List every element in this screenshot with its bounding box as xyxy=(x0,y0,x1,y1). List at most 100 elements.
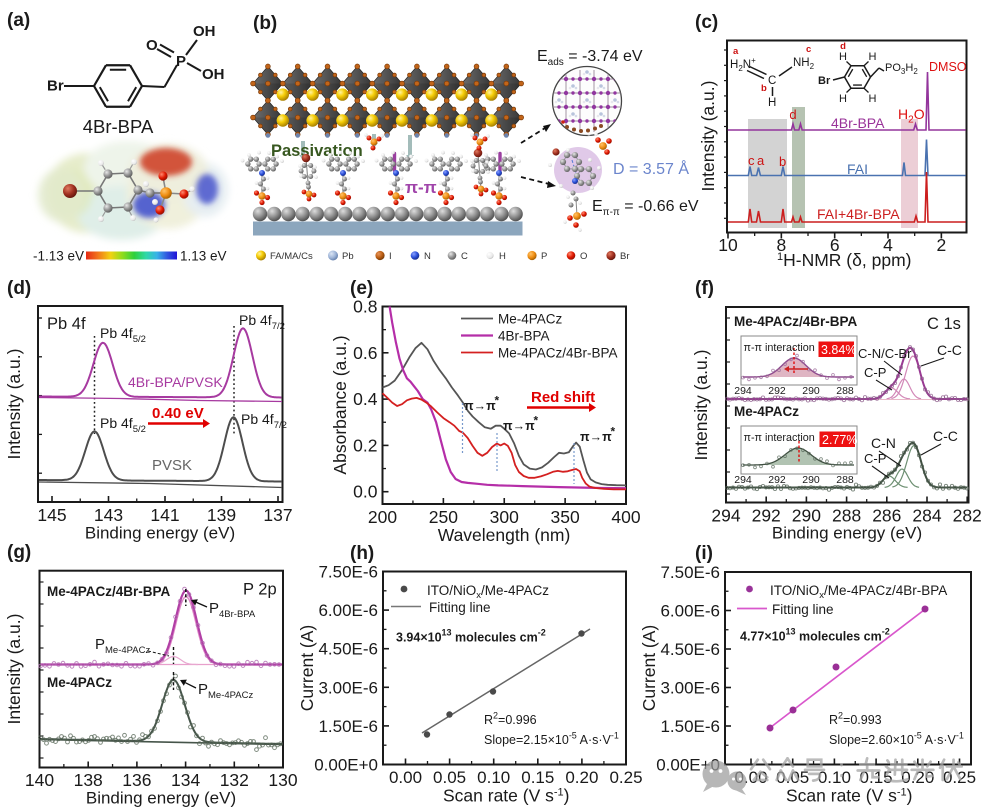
svg-text:OH: OH xyxy=(193,23,216,40)
svg-text:0.40 eV: 0.40 eV xyxy=(152,405,204,422)
svg-text:10: 10 xyxy=(718,235,738,255)
svg-text:286: 286 xyxy=(872,506,901,526)
svg-text:4Br-BPA: 4Br-BPA xyxy=(831,115,885,131)
svg-text:π-π: π-π xyxy=(405,178,437,197)
svg-text:145: 145 xyxy=(37,505,66,525)
svg-text:(g): (g) xyxy=(7,542,31,563)
svg-text:H: H xyxy=(869,93,877,105)
svg-text:Me-4PACz/4Br-BPA: Me-4PACz/4Br-BPA xyxy=(47,584,171,599)
svg-text:π-π interaction: π-π interaction xyxy=(744,342,815,354)
svg-text:*: * xyxy=(495,394,500,408)
svg-text:6.00E-6: 6.00E-6 xyxy=(318,601,378,620)
svg-text:b: b xyxy=(779,154,786,169)
svg-text:Intensity (a.u.): Intensity (a.u.) xyxy=(4,349,24,460)
svg-text:Me-4PACz/4Br-BPA: Me-4PACz/4Br-BPA xyxy=(498,346,618,361)
svg-text:7.50E-6: 7.50E-6 xyxy=(660,563,720,582)
svg-text:H: H xyxy=(839,93,847,105)
svg-text:H: H xyxy=(839,51,847,63)
svg-text:(h): (h) xyxy=(350,543,374,564)
svg-text:284: 284 xyxy=(912,506,941,526)
svg-text:PVSK: PVSK xyxy=(152,457,192,474)
svg-text:DMSO: DMSO xyxy=(929,60,967,74)
svg-text:π→π: π→π xyxy=(580,430,612,444)
svg-text:Fitting line: Fitting line xyxy=(429,600,491,615)
svg-text:R2=0.993: R2=0.993 xyxy=(829,711,882,728)
svg-text:c: c xyxy=(748,153,755,168)
svg-text:O: O xyxy=(146,37,158,54)
svg-text:294: 294 xyxy=(734,385,752,397)
svg-text:OH: OH xyxy=(202,66,225,83)
svg-text:ITO/NiOx/Me-4PACz: ITO/NiOx/Me-4PACz xyxy=(427,583,549,601)
svg-text:H2O: H2O xyxy=(898,106,925,126)
svg-text:Intensity (a.u.): Intensity (a.u.) xyxy=(691,350,711,461)
svg-text:3.00E-6: 3.00E-6 xyxy=(318,678,378,697)
svg-text:Br: Br xyxy=(47,78,64,95)
svg-text:292: 292 xyxy=(768,474,786,486)
svg-text:6: 6 xyxy=(830,235,840,255)
svg-text:PMe-4PACz: PMe-4PACz xyxy=(95,636,150,656)
svg-text:PMe-4PACz: PMe-4PACz xyxy=(198,681,253,701)
svg-text:3.84%: 3.84% xyxy=(821,343,856,357)
svg-text:Eπ-π = -0.66 eV: Eπ-π = -0.66 eV xyxy=(592,198,699,218)
svg-text:Intensity (a.u.): Intensity (a.u.) xyxy=(698,81,718,192)
svg-text:140: 140 xyxy=(25,770,54,790)
svg-text:137: 137 xyxy=(263,505,292,525)
svg-text:2: 2 xyxy=(936,235,946,255)
svg-text:200: 200 xyxy=(368,507,397,527)
svg-text:138: 138 xyxy=(74,770,103,790)
svg-text:(b): (b) xyxy=(253,13,277,34)
svg-text:1.13 eV: 1.13 eV xyxy=(180,249,227,264)
svg-text:288: 288 xyxy=(836,474,854,486)
svg-text:C-P: C-P xyxy=(864,365,886,380)
svg-text:Current (A): Current (A) xyxy=(639,625,659,712)
svg-text:6.00E-6: 6.00E-6 xyxy=(660,602,720,621)
svg-text:0.4: 0.4 xyxy=(353,389,378,409)
svg-text:C-N: C-N xyxy=(871,435,896,451)
svg-text:134: 134 xyxy=(171,770,200,790)
svg-text:139: 139 xyxy=(207,505,236,525)
svg-text:0.6: 0.6 xyxy=(353,343,377,363)
svg-text:a: a xyxy=(757,153,765,168)
svg-text:Binding energy (eV): Binding energy (eV) xyxy=(772,524,922,543)
svg-text:Slope=2.15×10-5 A·s·V-1: Slope=2.15×10-5 A·s·V-1 xyxy=(484,731,619,748)
svg-text:O: O xyxy=(580,251,587,262)
svg-text:P: P xyxy=(176,53,186,70)
svg-text:C: C xyxy=(461,251,468,262)
svg-text:4: 4 xyxy=(883,235,893,255)
svg-text:-1.13 eV: -1.13 eV xyxy=(33,249,84,264)
svg-text:4.77×1013 molecules cm-2: 4.77×1013 molecules cm-2 xyxy=(740,627,890,644)
svg-text:4Br-BPA: 4Br-BPA xyxy=(498,329,550,344)
svg-text:Scan rate (V s-1): Scan rate (V s-1) xyxy=(443,786,570,806)
svg-text:C-P: C-P xyxy=(864,451,886,466)
svg-text:Pb: Pb xyxy=(342,251,354,262)
svg-text:π-π interaction: π-π interaction xyxy=(744,432,815,444)
svg-text:2.77%: 2.77% xyxy=(822,433,857,447)
svg-text:P4Br-BPA: P4Br-BPA xyxy=(209,600,256,620)
svg-text:Current (A): Current (A) xyxy=(297,625,317,712)
svg-text:Me-4PACz: Me-4PACz xyxy=(498,312,563,327)
svg-text:D = 3.57 Å: D = 3.57 Å xyxy=(613,159,689,178)
svg-text:0.05: 0.05 xyxy=(776,768,809,787)
svg-text:294: 294 xyxy=(734,474,752,486)
svg-text:4Br-BPA/PVSK: 4Br-BPA/PVSK xyxy=(128,374,223,390)
svg-text:c: c xyxy=(806,44,811,55)
svg-text:288: 288 xyxy=(836,385,854,397)
svg-text:3.00E-6: 3.00E-6 xyxy=(660,679,720,698)
svg-text:0.20: 0.20 xyxy=(565,768,598,787)
svg-text:7.50E-6: 7.50E-6 xyxy=(318,563,378,582)
svg-text:H: H xyxy=(869,51,877,63)
svg-text:π→π: π→π xyxy=(464,399,496,413)
svg-text:0.25: 0.25 xyxy=(609,768,642,787)
svg-text:1.50E-6: 1.50E-6 xyxy=(660,717,720,736)
svg-text:a: a xyxy=(733,46,739,57)
svg-text:Scan rate (V s-1): Scan rate (V s-1) xyxy=(786,786,913,806)
svg-text:0.05: 0.05 xyxy=(433,768,466,787)
svg-text:N: N xyxy=(424,251,431,262)
svg-text:H: H xyxy=(499,251,506,262)
svg-text:*: * xyxy=(611,425,616,439)
svg-text:C: C xyxy=(768,75,776,87)
svg-text:C-C: C-C xyxy=(937,342,962,358)
svg-text:C-N/C-Br: C-N/C-Br xyxy=(858,346,912,361)
svg-text:0.2: 0.2 xyxy=(353,435,377,455)
svg-text:294: 294 xyxy=(711,506,740,526)
